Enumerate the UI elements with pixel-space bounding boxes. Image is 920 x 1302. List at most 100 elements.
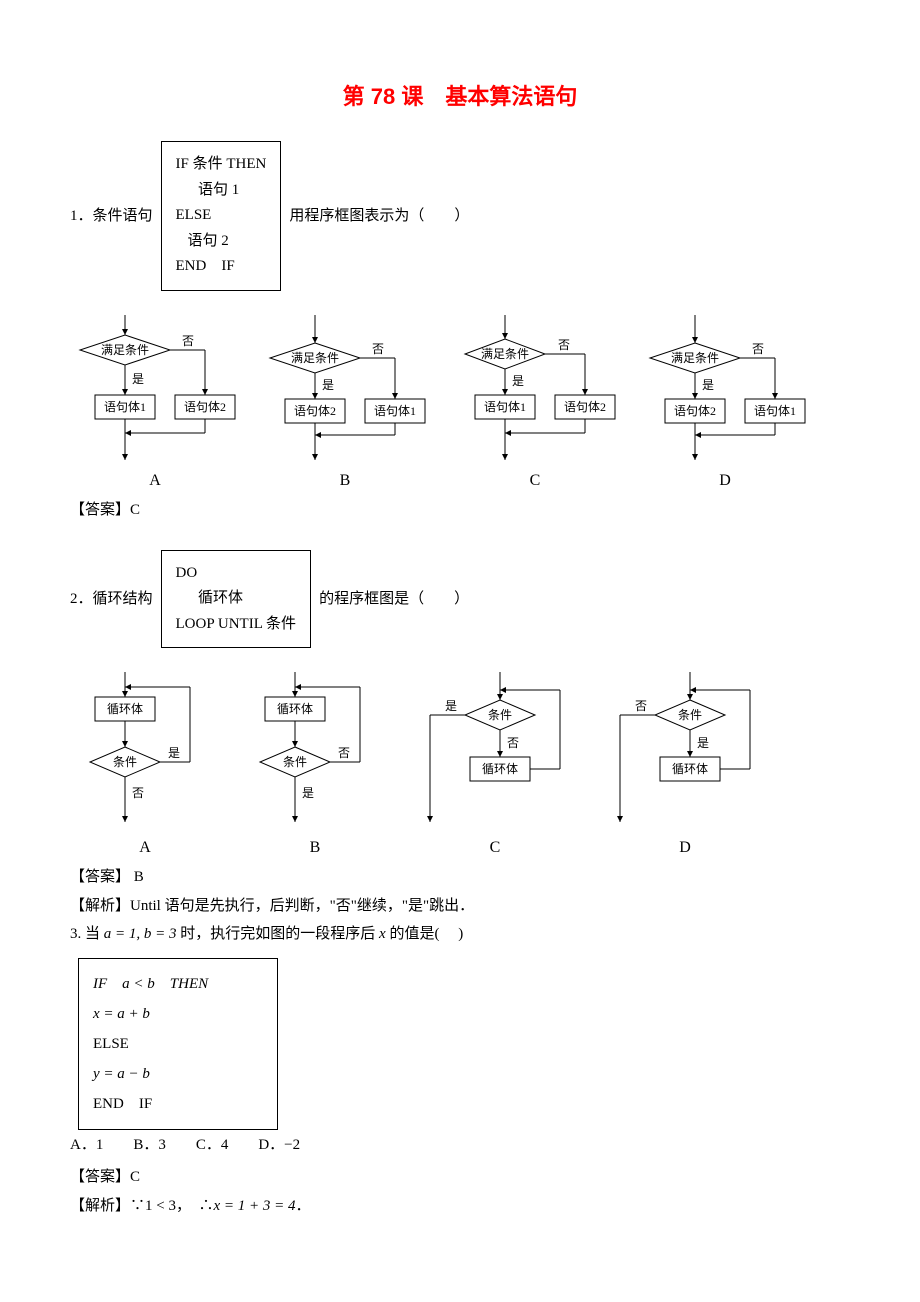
svg-text:是: 是: [697, 736, 709, 750]
q2-opt-d: 条件 否 是 循环体 D: [600, 672, 770, 860]
q3-x: x: [379, 926, 386, 942]
svg-text:否: 否: [507, 736, 519, 750]
svg-text:语句体2: 语句体2: [184, 400, 226, 414]
q3-exp-b: 1 < 3: [145, 1198, 176, 1214]
q2-codebox: DO 循环体 LOOP UNTIL 条件: [161, 550, 312, 649]
svg-text:是: 是: [702, 378, 714, 392]
q1-opt-d-label: D: [719, 469, 731, 493]
flowchart-icon: 满足条件 否 是 语句体2 语句体1: [640, 315, 810, 465]
q3-code-0: IF a < b THEN: [93, 969, 263, 999]
q2-row: 2．循环结构 DO 循环体 LOOP UNTIL 条件 的程序框图是（ ）: [70, 550, 850, 649]
svg-text:语句体1: 语句体1: [484, 400, 526, 414]
svg-text:循环体: 循环体: [672, 762, 708, 776]
q2-code-1: 循环体: [176, 586, 244, 612]
q3-explain: 【解析】∵1 < 3， ∴x = 1 + 3 = 4．: [70, 1195, 850, 1218]
svg-text:条件: 条件: [113, 755, 137, 769]
svg-text:循环体: 循环体: [107, 702, 143, 716]
svg-text:语句体2: 语句体2: [564, 400, 606, 414]
q1-opt-c-label: C: [530, 469, 541, 493]
q1-code-3: 语句 2: [176, 229, 229, 255]
svg-text:是: 是: [322, 378, 334, 392]
q3-options: A．1 B．3 C．4 D．−2: [70, 1134, 850, 1157]
q2-code-2: LOOP UNTIL 条件: [176, 612, 297, 638]
q2-opt-d-label: D: [679, 836, 691, 860]
flowchart-icon: 满足条件 否 是 语句体2 语句体1: [260, 315, 430, 465]
svg-text:否: 否: [752, 342, 764, 356]
q3-lead-b: 时，执行完如图的一段程序后: [180, 926, 375, 942]
q1-lead-a: 1．条件语句: [70, 205, 153, 228]
svg-text:是: 是: [132, 372, 144, 386]
q1-opt-b-label: B: [340, 469, 351, 493]
q2-choices: 循环体 条件 是 否 A 循环体 条件 否 是: [70, 672, 850, 860]
q2-opt-c: 条件 是 否 循环体 C: [410, 672, 580, 860]
svg-text:满足条件: 满足条件: [671, 351, 719, 365]
flowchart-icon: 满足条件 否 是 语句体1 语句体2: [450, 315, 620, 465]
flowchart-icon: 循环体 条件 是 否: [70, 672, 220, 832]
page-title: 第 78 课 基本算法语句: [70, 80, 850, 113]
q2-answer: 【答案】 B: [70, 866, 850, 889]
q1-opt-b: 满足条件 否 是 语句体2 语句体1 B: [260, 315, 430, 493]
svg-text:否: 否: [372, 342, 384, 356]
q1-choices: 满足条件 否 是 语句体1 语句体2 A 满足条件: [70, 315, 850, 493]
q1-code-0: IF 条件 THEN: [176, 152, 267, 178]
q1-opt-a-label: A: [149, 469, 161, 493]
q3-lead-c: 的值是( ): [389, 926, 463, 942]
q1-codebox: IF 条件 THEN 语句 1 ELSE 语句 2 END IF: [161, 141, 282, 291]
svg-text:条件: 条件: [678, 708, 702, 722]
q1-code-2: ELSE: [176, 203, 267, 229]
svg-text:否: 否: [635, 699, 647, 713]
svg-text:语句体1: 语句体1: [104, 400, 146, 414]
flowchart-icon: 条件 否 是 循环体: [600, 672, 770, 832]
q2-opt-a-label: A: [139, 836, 151, 860]
q2-explain: 【解析】Until 语句是先执行，后判断，"否"继续，"是"跳出．: [70, 895, 850, 918]
svg-text:是: 是: [512, 374, 524, 388]
q3-cond: a = 1, b = 3: [104, 926, 177, 942]
flowchart-icon: 循环体 条件 否 是: [240, 672, 390, 832]
q2-opt-b-label: B: [310, 836, 321, 860]
q1-opt-d: 满足条件 否 是 语句体2 语句体1 D: [640, 315, 810, 493]
q3-code-3: y = a − b: [93, 1059, 263, 1089]
q3-codebox: IF a < b THEN x = a + b ELSE y = a − b E…: [78, 958, 278, 1130]
q3-code-1: x = a + b: [93, 999, 263, 1029]
svg-text:语句体1: 语句体1: [754, 404, 796, 418]
q3-code-4: END IF: [93, 1089, 263, 1119]
q2-lead-a: 2．循环结构: [70, 588, 153, 611]
q3-exp-c: ， ∴: [176, 1198, 214, 1214]
svg-text:满足条件: 满足条件: [291, 351, 339, 365]
q1-opt-c: 满足条件 否 是 语句体1 语句体2 C: [450, 315, 620, 493]
q3-answer: 【答案】C: [70, 1166, 850, 1189]
q1-code-4: END IF: [176, 254, 267, 280]
svg-text:语句体1: 语句体1: [374, 404, 416, 418]
q1-opt-a: 满足条件 否 是 语句体1 语句体2 A: [70, 315, 240, 493]
svg-text:是: 是: [302, 786, 314, 800]
q2-opt-b: 循环体 条件 否 是 B: [240, 672, 390, 860]
svg-text:满足条件: 满足条件: [101, 343, 149, 357]
svg-text:条件: 条件: [283, 755, 307, 769]
q3-exp-e: ．: [296, 1198, 311, 1214]
q2-lead-b: 的程序框图是（ ）: [319, 588, 469, 611]
q3-exp-d: x = 1 + 3 = 4: [214, 1198, 296, 1214]
svg-text:语句体2: 语句体2: [674, 404, 716, 418]
q3-exp-a: 【解析】∵: [70, 1198, 145, 1214]
svg-text:循环体: 循环体: [277, 702, 313, 716]
svg-text:否: 否: [132, 786, 144, 800]
flowchart-icon: 条件 是 否 循环体: [410, 672, 580, 832]
svg-text:循环体: 循环体: [482, 762, 518, 776]
q2-code-0: DO: [176, 561, 297, 587]
svg-text:满足条件: 满足条件: [481, 347, 529, 361]
svg-text:是: 是: [445, 699, 457, 713]
svg-text:否: 否: [558, 338, 570, 352]
q2-opt-c-label: C: [490, 836, 501, 860]
q3-code-2: ELSE: [93, 1029, 263, 1059]
q1-row: 1．条件语句 IF 条件 THEN 语句 1 ELSE 语句 2 END IF …: [70, 141, 850, 291]
q2-opt-a: 循环体 条件 是 否 A: [70, 672, 220, 860]
svg-text:否: 否: [182, 334, 194, 348]
q1-answer: 【答案】C: [70, 499, 850, 522]
q1-lead-b: 用程序框图表示为（ ）: [289, 205, 469, 228]
svg-text:否: 否: [338, 746, 350, 760]
flowchart-icon: 满足条件 否 是 语句体1 语句体2: [70, 315, 240, 465]
q1-code-1: 语句 1: [176, 178, 240, 204]
svg-text:语句体2: 语句体2: [294, 404, 336, 418]
svg-text:是: 是: [168, 746, 180, 760]
q3-lead: 3. 当 a = 1, b = 3 时，执行完如图的一段程序后 x 的值是( ): [70, 923, 850, 946]
